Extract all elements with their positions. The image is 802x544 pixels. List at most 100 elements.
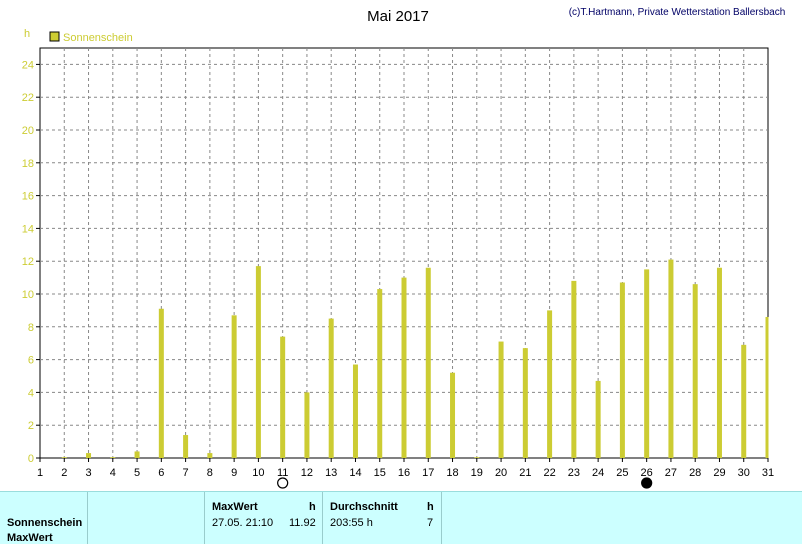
legend: Sonnenschein bbox=[49, 31, 133, 44]
bar-day-21 bbox=[522, 348, 528, 458]
bar-day-23 bbox=[571, 280, 577, 458]
y-tick-label: 20 bbox=[22, 125, 34, 137]
footer-row-maxwert: MaxWert bbox=[7, 532, 53, 544]
max-unit: h bbox=[309, 501, 316, 513]
max-value: 11.92 bbox=[289, 517, 316, 529]
new-moon-icon bbox=[641, 477, 653, 489]
footer-col-empty bbox=[441, 492, 802, 544]
bar-day-14 bbox=[352, 364, 358, 458]
x-tick-label: 2 bbox=[61, 467, 67, 479]
y-tick-label: 16 bbox=[22, 191, 34, 203]
x-tick-label: 16 bbox=[398, 467, 410, 479]
x-tick-label: 27 bbox=[665, 467, 677, 479]
bar-day-25 bbox=[619, 282, 625, 458]
x-tick-label: 31 bbox=[762, 467, 774, 479]
footer-col-max bbox=[204, 492, 323, 544]
x-tick-label: 6 bbox=[158, 467, 164, 479]
bar-day-18 bbox=[450, 372, 456, 458]
y-axis-unit: h bbox=[24, 28, 30, 40]
y-tick-label: 6 bbox=[28, 355, 34, 367]
y-tick-label: 4 bbox=[28, 387, 34, 399]
bar-day-20 bbox=[498, 341, 504, 458]
avg-header: Durchschnitt bbox=[330, 501, 398, 513]
legend-label: Sonnenschein bbox=[63, 32, 133, 44]
bar-day-6 bbox=[158, 308, 164, 458]
avg-unit: h bbox=[427, 501, 434, 513]
x-tick-label: 10 bbox=[252, 467, 264, 479]
bar-day-17 bbox=[425, 267, 431, 458]
bar-day-22 bbox=[547, 310, 553, 458]
bar-day-31 bbox=[765, 316, 769, 458]
bar-day-8 bbox=[207, 453, 213, 458]
bar-day-10 bbox=[255, 266, 261, 458]
x-tick-label: 3 bbox=[85, 467, 91, 479]
y-tick-label: 2 bbox=[28, 420, 34, 432]
grid bbox=[39, 47, 769, 459]
footer-col-avg bbox=[322, 492, 441, 544]
y-tick-label: 0 bbox=[28, 453, 34, 465]
copyright-text: (c)T.Hartmann, Private Wetterstation Bal… bbox=[569, 7, 786, 18]
footer-table: Sonnenschein MaxWert MaxWert h 27.05. 21… bbox=[0, 491, 802, 544]
bar-day-12 bbox=[304, 392, 310, 458]
x-tick-label: 9 bbox=[231, 467, 237, 479]
x-tick-label: 5 bbox=[134, 467, 140, 479]
x-tick-label: 14 bbox=[349, 467, 361, 479]
footer-col-divider bbox=[87, 492, 204, 544]
x-tick-label: 28 bbox=[689, 467, 701, 479]
full-moon-icon bbox=[277, 477, 289, 489]
bar-day-30 bbox=[741, 344, 747, 458]
sunshine-chart: Mai 2017 (c)T.Hartmann, Private Wetterst… bbox=[22, 7, 786, 489]
y-tick-label: 18 bbox=[22, 158, 34, 170]
x-tick-label: 20 bbox=[495, 467, 507, 479]
moon-markers bbox=[277, 477, 653, 489]
x-tick-label: 17 bbox=[422, 467, 434, 479]
bar-day-3 bbox=[86, 453, 92, 458]
footer-row-sunshine: Sonnenschein bbox=[7, 517, 83, 529]
max-header: MaxWert bbox=[212, 501, 258, 513]
x-tick-label: 13 bbox=[325, 467, 337, 479]
y-tick-label: 10 bbox=[22, 289, 34, 301]
bar-day-19 bbox=[474, 457, 480, 458]
bar-day-29 bbox=[716, 267, 722, 458]
bar-day-28 bbox=[692, 284, 698, 458]
legend-swatch bbox=[49, 31, 60, 42]
x-tick-label: 25 bbox=[616, 467, 628, 479]
bar-day-24 bbox=[595, 380, 601, 458]
y-tick-label: 24 bbox=[22, 59, 34, 71]
max-date: 27.05. 21:10 bbox=[212, 517, 274, 529]
bar-day-11 bbox=[280, 336, 286, 458]
bar-day-4 bbox=[110, 457, 116, 458]
y-tick-label: 22 bbox=[22, 92, 34, 104]
x-tick-label: 15 bbox=[374, 467, 386, 479]
x-tick-label: 1 bbox=[37, 467, 43, 479]
bars bbox=[61, 259, 769, 458]
chart-title: Mai 2017 bbox=[367, 8, 429, 25]
x-tick-label: 21 bbox=[519, 467, 531, 479]
x-tick-label: 23 bbox=[568, 467, 580, 479]
bar-day-15 bbox=[377, 289, 383, 458]
bar-day-26 bbox=[644, 269, 650, 458]
x-tick-label: 24 bbox=[592, 467, 604, 479]
x-tick-label: 18 bbox=[446, 467, 458, 479]
bar-day-9 bbox=[231, 315, 237, 458]
bar-day-13 bbox=[328, 318, 334, 458]
bar-day-2 bbox=[61, 457, 67, 458]
y-tick-label: 8 bbox=[28, 322, 34, 334]
x-tick-label: 19 bbox=[471, 467, 483, 479]
x-tick-label: 22 bbox=[543, 467, 555, 479]
x-tick-label: 29 bbox=[713, 467, 725, 479]
y-tick-label: 12 bbox=[22, 256, 34, 268]
x-tick-label: 11 bbox=[277, 467, 288, 479]
avg-value: 203:55 h bbox=[330, 517, 373, 529]
y-tick-label: 14 bbox=[22, 223, 34, 235]
x-tick-label: 8 bbox=[207, 467, 213, 479]
x-tick-label: 26 bbox=[641, 467, 653, 479]
x-tick-label: 30 bbox=[738, 467, 750, 479]
x-tick-label: 12 bbox=[301, 467, 313, 479]
bar-day-27 bbox=[668, 259, 674, 458]
x-tick-label: 7 bbox=[183, 467, 189, 479]
bar-day-16 bbox=[401, 277, 407, 458]
bar-day-5 bbox=[134, 451, 140, 458]
x-tick-label: 4 bbox=[110, 467, 116, 479]
avg-count: 7 bbox=[427, 517, 434, 529]
